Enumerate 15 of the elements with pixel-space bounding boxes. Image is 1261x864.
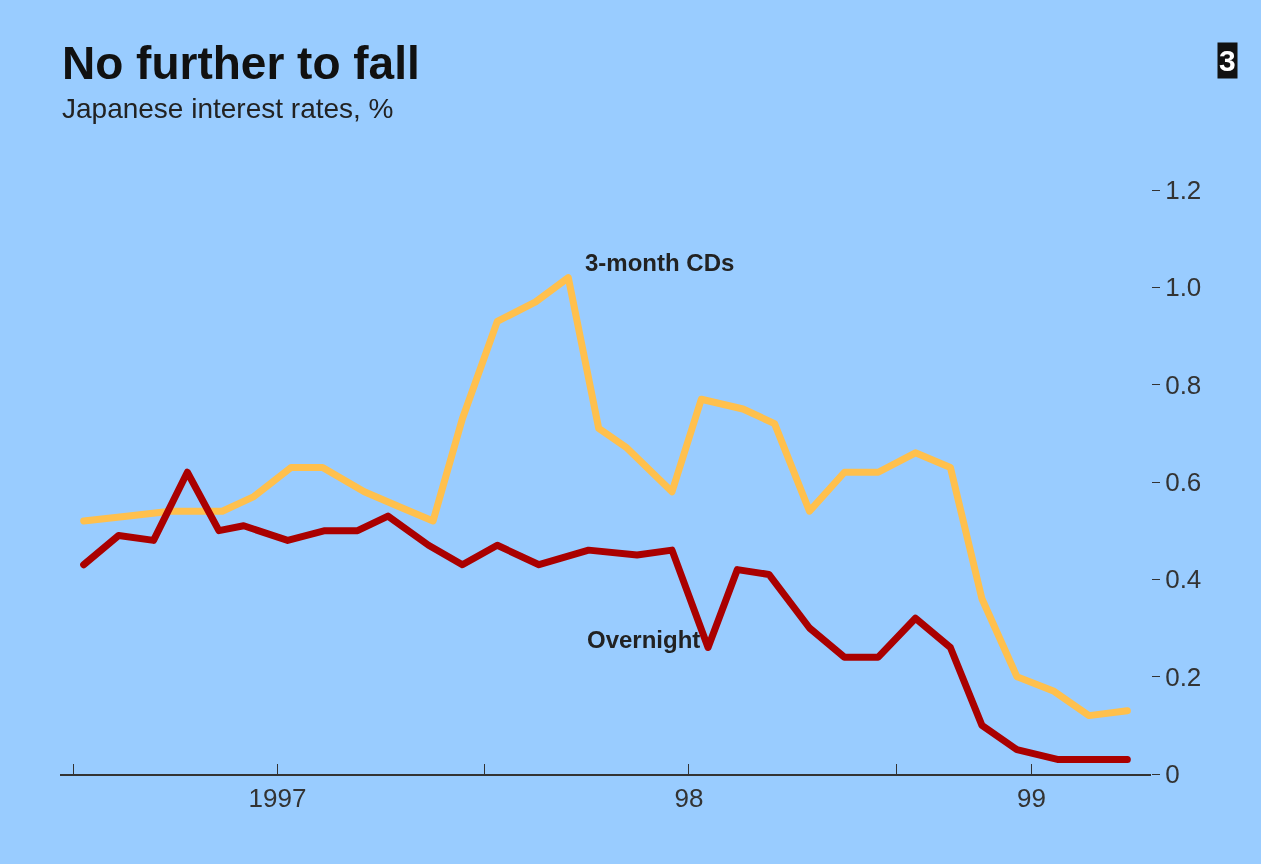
- y-tick-label: 0.2: [1165, 661, 1202, 692]
- x-tick-label: 98: [674, 783, 704, 814]
- x-tick-label: 99: [1017, 783, 1046, 814]
- y-tick-label: 0.8: [1165, 369, 1202, 400]
- chart-title: No further to fall: [62, 37, 420, 89]
- y-tick-label: 1.0: [1165, 272, 1202, 303]
- y-tick-label: 0.4: [1165, 564, 1202, 595]
- series-label: Overnight: [587, 626, 701, 653]
- series-label: 3-month CDs: [585, 249, 735, 276]
- y-tick-label: 1.2: [1165, 175, 1202, 206]
- x-tick-label: 1997: [248, 783, 307, 814]
- y-tick-label: 0.6: [1165, 467, 1202, 498]
- chart-subtitle: Japanese interest rates, %: [62, 93, 394, 124]
- text: 3: [1219, 44, 1236, 77]
- y-tick-label: 0: [1165, 759, 1180, 790]
